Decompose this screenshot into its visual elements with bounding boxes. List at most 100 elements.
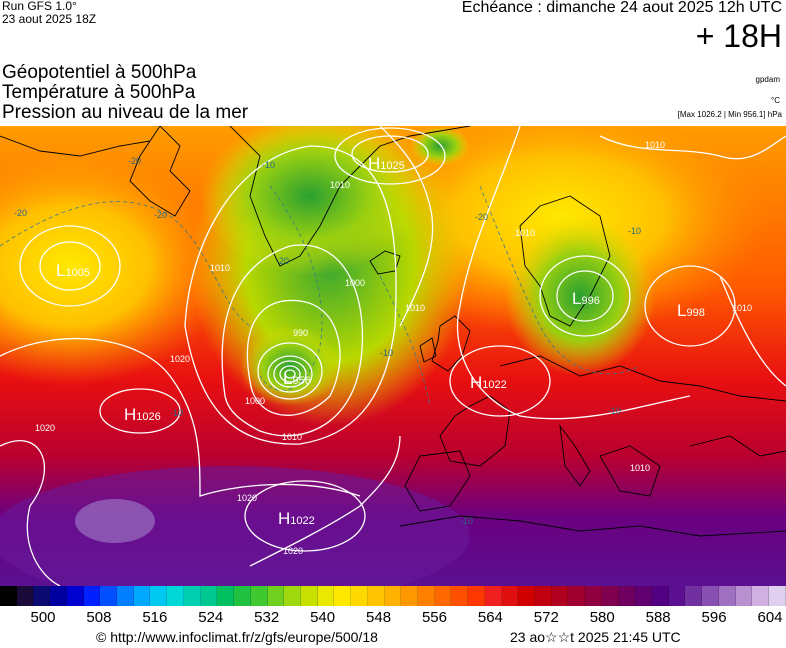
color-scale-tick: 500 bbox=[30, 609, 56, 626]
color-scale-tick: 572 bbox=[533, 609, 559, 626]
isobar-ring bbox=[279, 365, 301, 383]
canada-coast bbox=[0, 135, 151, 157]
isobar-labels: 1010 1010 1010 1000 990 1000 1010 1020 1… bbox=[35, 140, 752, 556]
subtropical-warm bbox=[0, 466, 470, 586]
color-swatch bbox=[117, 586, 134, 606]
color-swatch bbox=[601, 586, 619, 606]
arctic-cold bbox=[410, 126, 470, 166]
weather-map: 1010 1010 1010 1000 990 1000 1010 1020 1… bbox=[0, 126, 786, 586]
color-swatch bbox=[33, 586, 51, 606]
color-swatch bbox=[200, 586, 218, 606]
color-swatch bbox=[401, 586, 418, 606]
color-scale bbox=[0, 586, 786, 606]
africa-coast bbox=[399, 515, 786, 537]
iberia bbox=[404, 450, 471, 512]
isobar-high-1026 bbox=[99, 388, 181, 434]
isobar-ring bbox=[273, 360, 307, 388]
greenland-coast bbox=[229, 126, 471, 267]
color-swatch bbox=[752, 586, 770, 606]
color-swatch bbox=[451, 586, 469, 606]
isobar-label: 1000 bbox=[345, 278, 365, 288]
color-swatch bbox=[217, 586, 235, 606]
pressure-center: H1026 bbox=[124, 405, 161, 424]
color-swatch bbox=[618, 586, 636, 606]
color-swatch bbox=[769, 586, 786, 606]
pressure-center: L956 bbox=[283, 369, 311, 388]
color-swatch bbox=[384, 586, 402, 606]
isotherm-label: -20 bbox=[475, 212, 488, 222]
europe-north-coast bbox=[499, 355, 786, 402]
unit-temperature: °C bbox=[771, 96, 780, 105]
color-swatch bbox=[652, 586, 669, 606]
isotherm-line bbox=[259, 185, 323, 391]
forecast-valid-time: Echéance : dimanche 24 aout 2025 12h UTC bbox=[461, 0, 782, 16]
color-scale-tick: 548 bbox=[366, 609, 392, 626]
color-swatch bbox=[0, 586, 17, 606]
greenland-cold bbox=[200, 126, 420, 276]
isobar-ring bbox=[284, 369, 296, 379]
color-swatch bbox=[100, 586, 118, 606]
color-scale-tick: 540 bbox=[310, 609, 336, 626]
color-swatch bbox=[685, 586, 703, 606]
isobar-label: 1020 bbox=[35, 423, 55, 433]
isotherm-line bbox=[0, 201, 251, 327]
italy bbox=[559, 424, 591, 487]
field-title-temperature: Température à 500hPa bbox=[2, 82, 196, 103]
isobar-high-1022-europe bbox=[449, 345, 551, 417]
isobar-1010-europe bbox=[456, 126, 691, 420]
source-credit: © http://www.infoclimat.fr/z/gfs/europe/… bbox=[96, 629, 378, 645]
black-sea-coast bbox=[689, 435, 786, 457]
run-date: 23 aout 2025 18Z bbox=[2, 12, 97, 26]
isobar-label: 1010 bbox=[515, 228, 535, 238]
color-scale-tick: 580 bbox=[589, 609, 615, 626]
forecast-offset: + 18H bbox=[695, 18, 782, 54]
pressure-center: L998 bbox=[677, 301, 705, 320]
isobar-low-west bbox=[19, 225, 121, 307]
unit-geopotential: gpdam bbox=[755, 75, 780, 84]
isobar-low-998-ring bbox=[644, 265, 736, 347]
pressure-center: H1022 bbox=[278, 509, 315, 528]
color-swatch bbox=[250, 586, 268, 606]
isotherm-label: -20 bbox=[154, 210, 167, 220]
color-swatch bbox=[367, 586, 385, 606]
isobar-low-west-inner bbox=[39, 241, 101, 291]
field-title-geopotential: Géopotentiel à 500hPa bbox=[2, 62, 197, 83]
isobar-990 bbox=[246, 299, 341, 416]
color-swatch bbox=[518, 586, 535, 606]
color-swatch bbox=[535, 586, 552, 606]
generation-timestamp: 23 ao☆☆t 2025 21:45 UTC bbox=[510, 629, 681, 645]
isobars bbox=[0, 126, 786, 586]
color-swatch bbox=[635, 586, 653, 606]
color-swatch bbox=[334, 586, 352, 606]
pressure-center: L1005 bbox=[56, 261, 90, 280]
isobar-1020-edge bbox=[0, 440, 61, 586]
ireland bbox=[419, 337, 437, 363]
pressure-center: H1025 bbox=[368, 154, 405, 173]
isotherm-label: -10 bbox=[608, 406, 621, 416]
isotherms bbox=[0, 185, 641, 407]
color-swatch bbox=[50, 586, 67, 606]
isotherm-label: -10 bbox=[380, 348, 393, 358]
isobar-high-1022-south bbox=[244, 480, 366, 552]
color-swatch bbox=[718, 586, 736, 606]
isotherm-label: -20 bbox=[14, 208, 27, 218]
color-scale-tick: 604 bbox=[757, 609, 783, 626]
isobar-label: 990 bbox=[293, 328, 308, 338]
isobar-1010-east bbox=[719, 275, 786, 387]
color-swatch bbox=[66, 586, 84, 606]
color-swatch bbox=[234, 586, 251, 606]
baffin-coast bbox=[129, 126, 191, 217]
isobar-1020-west bbox=[0, 337, 361, 497]
isotherm-label: -10 bbox=[628, 226, 641, 236]
color-swatch bbox=[434, 586, 452, 606]
isobar-label: 1010 bbox=[282, 432, 302, 442]
coastlines bbox=[0, 126, 786, 537]
scandinavia-cold bbox=[505, 216, 655, 376]
color-swatch bbox=[585, 586, 602, 606]
isotherm-label: -20 bbox=[128, 156, 141, 166]
pressure-center: L996 bbox=[572, 289, 600, 308]
pressure-center: H1022 bbox=[470, 373, 507, 392]
isobar-label: 1020 bbox=[237, 493, 257, 503]
color-swatch bbox=[133, 586, 151, 606]
color-scale-tick: 516 bbox=[142, 609, 168, 626]
